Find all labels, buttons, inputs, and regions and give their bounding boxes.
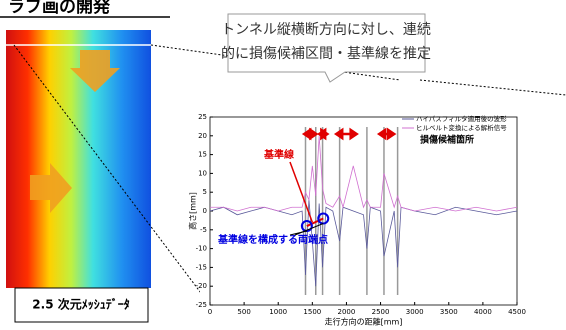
x-tick-label: 0 xyxy=(208,308,212,316)
y-tick-label: 5 xyxy=(203,188,207,196)
y-tick-label: 20 xyxy=(198,132,207,140)
x-tick-label: 500 xyxy=(237,308,250,316)
x-tick-label: 3000 xyxy=(406,308,424,316)
x-tick-label: 2000 xyxy=(338,308,356,316)
page: ラブ画の開発 2.5 次元ﾒｯｼｭﾃﾞｰﾀ トンネル縦横断方向に対し、連続 的に… xyxy=(0,0,566,330)
y-tick-label: 0 xyxy=(203,207,207,215)
x-tick-label: 1500 xyxy=(303,308,321,316)
legend-label: ヒルベルト変換による解析信号 xyxy=(416,123,507,132)
y-axis-label: 高さ[mm] xyxy=(188,192,198,230)
chart-bg xyxy=(200,100,520,328)
annotation: 基準線 xyxy=(263,148,294,161)
x-axis-label: 走行方向の距離[mm] xyxy=(325,317,403,327)
callout-text: 的に損傷候補区間・基準線を推定 xyxy=(221,45,431,62)
damage-interval xyxy=(319,130,327,138)
x-tick-label: 1000 xyxy=(269,308,287,316)
callout-text: トンネル縦横断方向に対し、連続 xyxy=(221,21,431,38)
heatmap-label: 2.5 次元ﾒｯｼｭﾃﾞｰﾀ xyxy=(32,297,129,312)
annotation: 基準線を構成する両端点 xyxy=(217,233,328,246)
legend-label: ハイパスフィルタ適用後の波形 xyxy=(416,114,507,123)
y-tick-label: -20 xyxy=(196,282,207,290)
y-tick-label: 25 xyxy=(198,113,207,121)
y-tick-label: -10 xyxy=(196,245,207,253)
x-tick-label: 2500 xyxy=(372,308,390,316)
x-tick-label: 4000 xyxy=(474,308,492,316)
annotation: 損傷候補箇所 xyxy=(420,134,474,146)
y-tick-label: -25 xyxy=(196,301,207,309)
y-tick-label: -5 xyxy=(200,226,207,234)
x-tick-label: 4500 xyxy=(508,308,526,316)
y-tick-label: 15 xyxy=(198,151,207,159)
y-tick-label: 10 xyxy=(198,169,207,177)
page-title: ラブ画の開発 xyxy=(8,0,111,17)
x-tick-label: 3500 xyxy=(440,308,458,316)
y-tick-label: -15 xyxy=(196,263,207,271)
leader xyxy=(420,80,566,95)
